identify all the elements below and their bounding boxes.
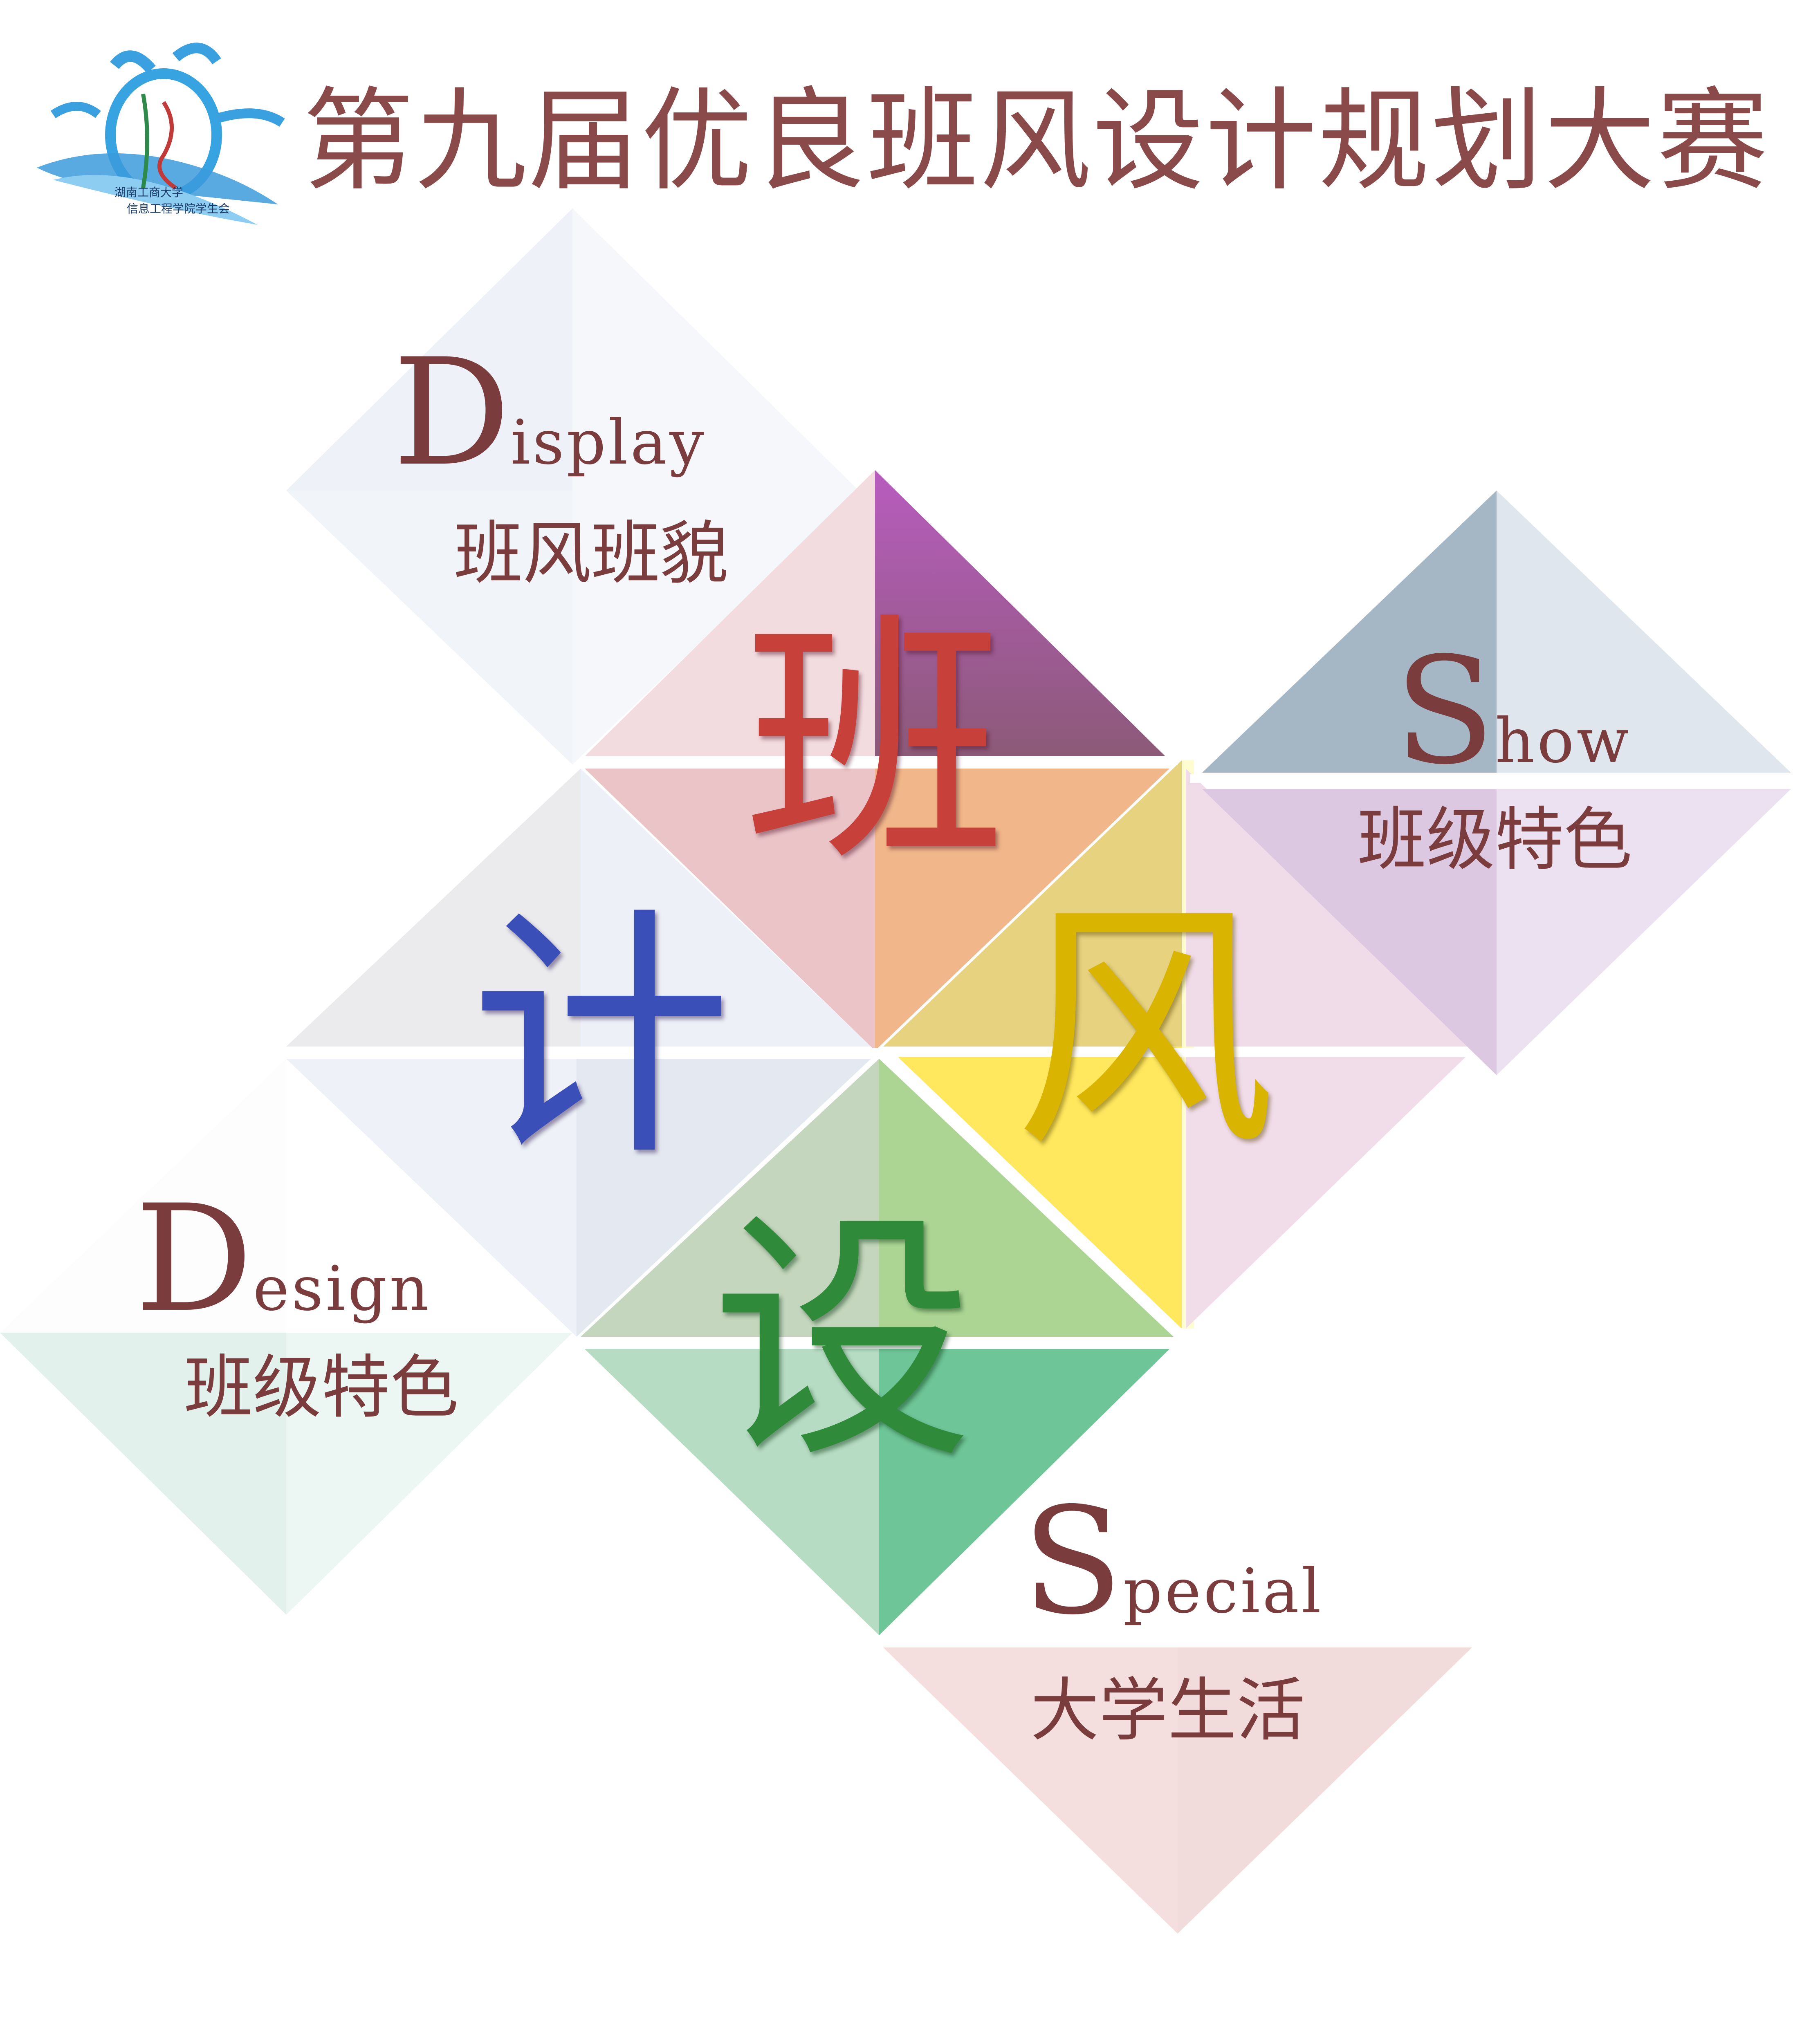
show-subtitle: 班级特色 — [1358, 800, 1632, 880]
green-bottom-triangle — [585, 1349, 1169, 1635]
design-subtitle: 班级特色 — [184, 1347, 459, 1428]
display-subtitle: 班风班貌 — [454, 513, 729, 594]
design-heading: Design — [135, 1186, 431, 1333]
design-diamond — [0, 1059, 572, 1615]
orange-square — [585, 769, 1169, 1051]
display-heading: Display — [393, 339, 707, 486]
page-title: 第九届优良班风设计规划大赛 — [303, 77, 1770, 206]
special-triangle — [883, 1647, 1472, 1934]
special-initial: S — [1022, 1476, 1123, 1647]
logo: 湖南工商大学 信息工程学院学生会 — [29, 33, 290, 245]
green-triangle — [581, 1059, 1174, 1337]
char-ji: 计 — [470, 886, 732, 1190]
char-feng: 风 — [1014, 878, 1276, 1182]
show-diamond — [1202, 491, 1791, 1075]
gap-lines — [286, 756, 1795, 1646]
show-rest: how — [1495, 706, 1631, 777]
blue-square — [286, 1059, 871, 1337]
special-subtitle: 大学生活 — [1030, 1670, 1305, 1750]
design-rest: esign — [253, 1253, 431, 1325]
special-heading: Special — [1022, 1488, 1324, 1635]
water-splash-logo-icon: 湖南工商大学 信息工程学院学生会 — [37, 43, 285, 225]
display-initial: D — [393, 327, 511, 498]
logo-line2: 信息工程学院学生会 — [127, 202, 230, 215]
logo-line1: 湖南工商大学 — [114, 186, 183, 199]
ban-triangle — [585, 470, 1165, 756]
show-initial: S — [1394, 625, 1495, 797]
special-rest: pecial — [1123, 1556, 1324, 1627]
design-initial: D — [135, 1173, 253, 1345]
gray-triangle — [286, 769, 871, 1047]
char-she: 设 — [711, 1188, 973, 1493]
show-heading: Show — [1394, 638, 1631, 785]
char-ban: 班 — [744, 592, 1006, 896]
yellow-triangle — [883, 760, 1194, 1329]
display-rest: isplay — [510, 407, 707, 478]
